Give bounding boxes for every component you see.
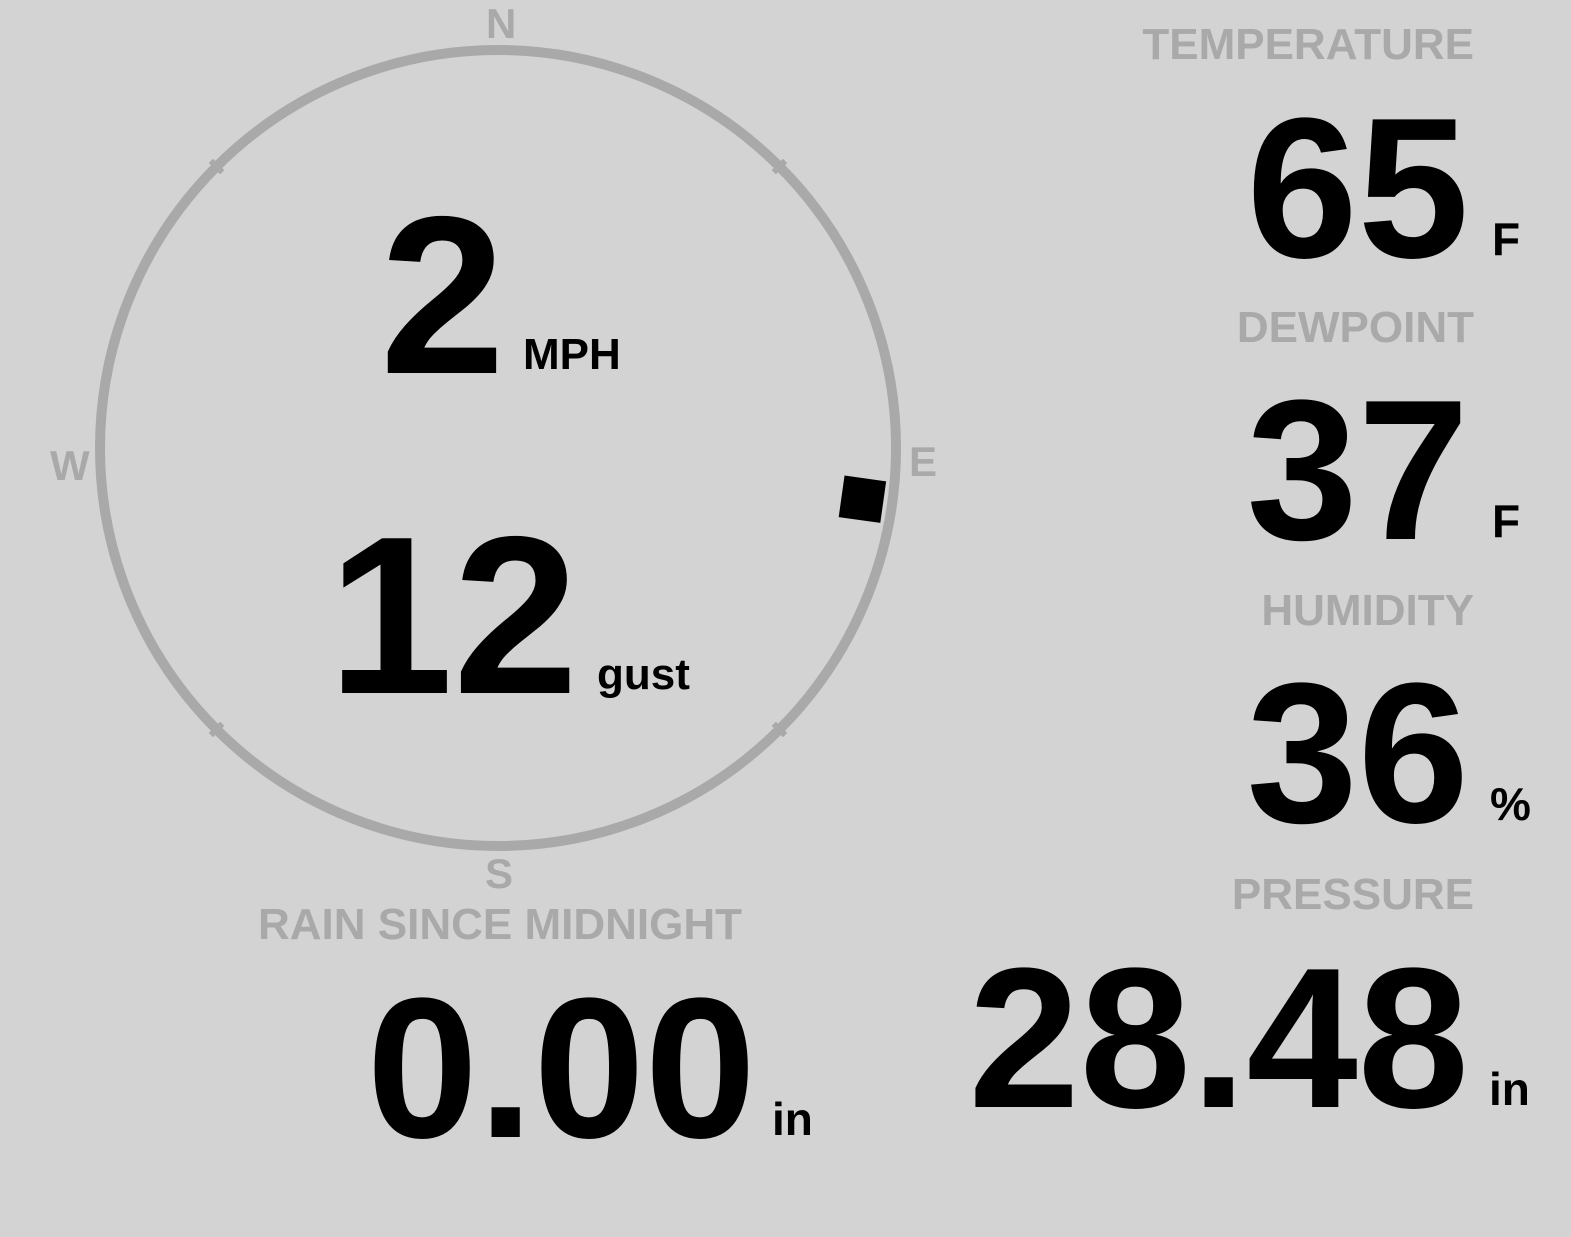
compass-ring [95, 45, 901, 851]
pressure-unit: in [1489, 1063, 1530, 1115]
wind-speed-value: 2 [380, 169, 506, 421]
compass-east: E [909, 438, 938, 485]
rain-label: RAIN SINCE MIDNIGHT [258, 900, 742, 949]
wind-direction-marker [838, 475, 887, 523]
pressure-label: PRESSURE [1231, 870, 1474, 919]
rain-unit: in [772, 1093, 813, 1145]
humidity-unit: % [1490, 778, 1531, 830]
temperature-value: 65 [1246, 77, 1469, 300]
compass-tick [771, 721, 788, 738]
dewpoint-unit: F [1492, 495, 1521, 547]
humidity-label: HUMIDITY [1261, 586, 1474, 635]
compass-tick [208, 158, 225, 175]
rain-value: 0.00 [366, 957, 756, 1180]
humidity-value: 36 [1246, 642, 1469, 865]
dewpoint-label: DEWPOINT [1236, 303, 1474, 352]
pressure-value: 28.48 [968, 927, 1470, 1150]
compass-west: W [50, 442, 90, 489]
wind-gust-label: gust [597, 650, 690, 699]
temperature-label: TEMPERATURE [1142, 20, 1474, 69]
compass-north: N [486, 0, 517, 47]
wind-gust-value: 12 [328, 489, 579, 741]
compass-tick [771, 158, 788, 175]
compass-tick [208, 721, 225, 738]
compass-south: S [485, 850, 514, 897]
temperature-unit: F [1492, 213, 1521, 265]
wind-speed-unit: MPH [523, 330, 621, 379]
dewpoint-value: 37 [1246, 359, 1469, 582]
